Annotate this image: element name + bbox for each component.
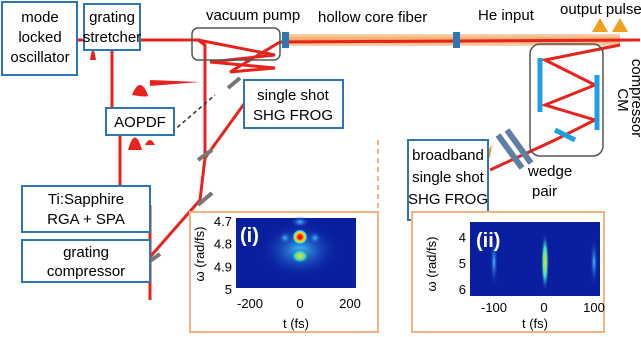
box-text: stretcher — [83, 29, 141, 46]
box — [21, 239, 151, 283]
fiber-window — [453, 32, 460, 48]
chirped-mirrors — [537, 58, 600, 143]
box-text: oscillator — [10, 49, 69, 66]
y-tick-label: 4.8 — [214, 237, 232, 252]
vacuum-chamber — [191, 27, 281, 61]
x-tick-label: 0 — [296, 296, 303, 311]
box-text: SHG FROG — [253, 107, 333, 124]
y-tick-label: 4 — [459, 230, 466, 245]
beam — [203, 103, 246, 159]
label: He input — [478, 7, 535, 24]
box — [1, 1, 78, 76]
label: hollow core fiber — [318, 9, 427, 26]
beams — [77, 18, 641, 300]
box-text: grating — [89, 9, 135, 26]
y-tick-label: 4.7 — [214, 214, 232, 229]
label: CM — [614, 88, 631, 111]
inset-tag: (ii) — [476, 230, 500, 252]
inset-tag: (i) — [240, 225, 259, 247]
box — [83, 3, 141, 51]
fiber-window — [282, 32, 289, 48]
inset-image — [236, 216, 356, 288]
wedges — [495, 128, 534, 170]
box-text: grating — [63, 244, 109, 261]
box-text: Ti:Sapphire — [48, 191, 124, 208]
x-axis-label: t (fs) — [283, 316, 309, 331]
x-tick-label: 200 — [339, 296, 361, 311]
label: vacuum pump — [206, 7, 300, 24]
y-axis-label: ω (rad/fs) — [424, 237, 439, 292]
x-tick-label: 0 — [540, 300, 547, 315]
pulse — [128, 137, 155, 150]
y-tick-label: 5 — [225, 282, 232, 297]
pulse — [592, 18, 608, 32]
pulse — [612, 18, 628, 32]
box-text: AOPDF — [114, 114, 166, 131]
x-tick-label: -200 — [237, 296, 263, 311]
box-text: single shot — [412, 169, 485, 186]
x-tick-label: 100 — [583, 300, 605, 315]
flip-mirror-path — [171, 94, 216, 133]
inset-image — [470, 222, 600, 296]
box-text: SHG FROG — [408, 191, 488, 208]
box-text: compressor — [47, 263, 125, 280]
label: wedge — [527, 163, 572, 180]
x-tick-label: -100 — [481, 300, 507, 315]
y-tick-label: 4.9 — [214, 259, 232, 274]
cm-compressor — [529, 43, 604, 157]
box-text: RGA + SPA — [47, 211, 125, 228]
box-text: locked — [18, 29, 61, 46]
label: pair — [532, 183, 557, 200]
beam — [489, 43, 621, 172]
label: compressor — [628, 59, 641, 137]
box-text: broadband — [412, 147, 484, 164]
y-tick-label: 5 — [459, 256, 466, 271]
label: output pulse — [560, 1, 641, 18]
pulse — [90, 50, 96, 60]
box — [21, 185, 151, 233]
y-tick-label: 6 — [459, 282, 466, 297]
y-axis-label: ω (rad/fs) — [192, 227, 207, 282]
x-axis-label: t (fs) — [522, 316, 548, 331]
box-text: mode — [21, 9, 59, 26]
box-text: single shot — [257, 87, 330, 104]
box — [243, 79, 344, 129]
pulse — [132, 80, 200, 97]
box — [105, 107, 175, 136]
